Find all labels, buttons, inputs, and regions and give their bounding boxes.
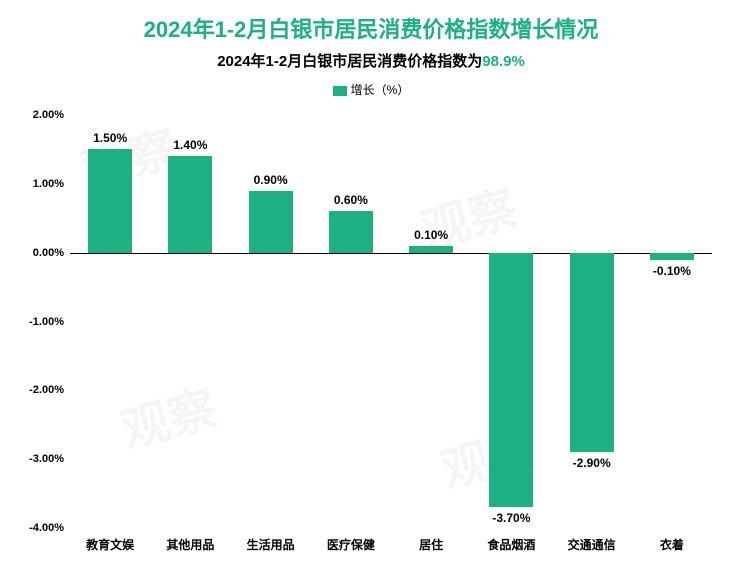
- y-tick-label: -1.00%: [29, 316, 64, 328]
- zero-line: [70, 253, 712, 254]
- bar-value-label: -0.10%: [620, 264, 724, 278]
- bar-group: 1.50%: [88, 115, 132, 528]
- y-tick-label: -2.00%: [29, 384, 64, 396]
- subtitle-prefix: 2024年1-2月白银市居民消费价格指数为: [217, 53, 482, 70]
- x-tick-label: 食品烟酒: [487, 536, 535, 553]
- x-tick-label: 医疗保健: [327, 536, 375, 553]
- x-tick-label: 交通通信: [568, 536, 616, 553]
- bar: [329, 211, 373, 252]
- chart-container: 观察 观察 观察 观察 2024年1-2月白银市居民消费价格指数增长情况 202…: [0, 0, 742, 583]
- bar-group: -3.70%: [489, 115, 533, 528]
- subtitle-value: 98.9%: [482, 53, 525, 70]
- x-axis-labels: 教育文娱 其他用品 生活用品 医疗保健 居住 食品烟酒 交通通信 衣着: [70, 528, 712, 583]
- y-tick-label: 2.00%: [33, 109, 64, 121]
- bar-value-label: -2.90%: [540, 456, 644, 470]
- y-tick-label: 1.00%: [33, 178, 64, 190]
- bar-group: -0.10%: [650, 115, 694, 528]
- chart-title: 2024年1-2月白银市居民消费价格指数增长情况: [0, 0, 742, 44]
- y-tick-label: -4.00%: [29, 522, 64, 534]
- chart-subtitle: 2024年1-2月白银市居民消费价格指数为98.9%: [0, 50, 742, 71]
- bar-value-label: 1.40%: [138, 138, 242, 152]
- x-tick-label: 其他用品: [166, 536, 214, 553]
- bar-value-label: 0.90%: [219, 173, 323, 187]
- bar-group: -2.90%: [570, 115, 614, 528]
- x-tick-label: 教育文娱: [86, 536, 134, 553]
- x-tick-label: 衣着: [660, 536, 684, 553]
- bar-group: 0.10%: [409, 115, 453, 528]
- bar: [650, 253, 694, 260]
- bar: [570, 253, 614, 453]
- legend-label: 增长（%）: [351, 83, 410, 97]
- bar-group: 1.40%: [168, 115, 212, 528]
- bar: [168, 156, 212, 252]
- bar-group: 0.90%: [249, 115, 293, 528]
- x-tick-label: 生活用品: [247, 536, 295, 553]
- bar: [249, 191, 293, 253]
- bar-value-label: -3.70%: [459, 511, 563, 525]
- bar: [88, 149, 132, 252]
- y-tick-label: -3.00%: [29, 453, 64, 465]
- y-tick-label: 0.00%: [33, 247, 64, 259]
- plot-area: 1.50% 1.40% 0.90% 0.60% 0.10% -3.70% -2.90% -0.…: [70, 115, 712, 528]
- bar: [489, 253, 533, 508]
- legend: 增长（%）: [0, 81, 742, 98]
- legend-swatch: [333, 86, 347, 96]
- bar-group: 0.60%: [329, 115, 373, 528]
- bar-value-label: 0.60%: [299, 193, 403, 207]
- x-tick-label: 居住: [419, 536, 443, 553]
- bar: [409, 246, 453, 253]
- bar-value-label: 0.10%: [379, 228, 483, 242]
- y-axis: 2.00%1.00%0.00%-1.00%-2.00%-3.00%-4.00%: [0, 115, 70, 528]
